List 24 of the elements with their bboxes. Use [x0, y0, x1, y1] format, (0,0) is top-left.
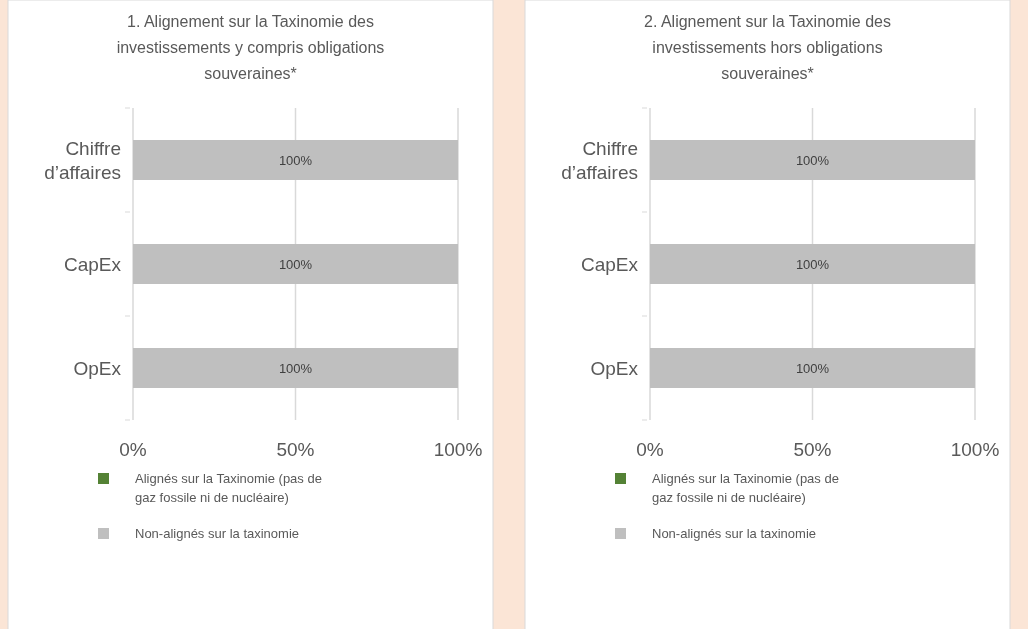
legend-label: Non-alignés sur la taxinomie [135, 526, 300, 541]
x-tick-label: 0% [119, 439, 147, 460]
chart-title: 1. Alignement sur la Taxinomie des investissements y compris obligations souveraines* [116, 13, 385, 82]
x-tick-label: 50% [276, 439, 315, 460]
data-label: 100% [278, 153, 313, 168]
data-label: 100% [795, 257, 830, 272]
y-tick-label: OpEx [73, 358, 122, 379]
data-label: 100% [795, 153, 830, 168]
x-tick-label: 100% [950, 439, 1000, 460]
chart-title: 2. Alignement sur la Taxinomie des investissements hors obligations souveraines* [644, 13, 891, 82]
y-tick-label: Chiffre d’affaires [44, 138, 121, 183]
legend-label: Alignés sur la Taxinomie (pas de gaz fossile ni de nucléaire) [652, 471, 839, 505]
data-label: 100% [278, 257, 313, 272]
x-tick-label: 0% [636, 439, 664, 460]
x-tick-label: 100% [433, 439, 483, 460]
y-tick-label: Chiffre d’affaires [561, 138, 638, 183]
legend-label: Non-alignés sur la taxinomie [652, 526, 817, 541]
legend-label: Alignés sur la Taxinomie (pas de gaz fossile ni de nucléaire) [135, 471, 322, 505]
y-tick-label: OpEx [590, 358, 639, 379]
x-tick-label: 50% [793, 439, 832, 460]
y-tick-label: CapEx [63, 254, 122, 275]
y-tick-label: CapEx [580, 254, 639, 275]
data-label: 100% [278, 361, 313, 376]
data-label: 100% [795, 361, 830, 376]
